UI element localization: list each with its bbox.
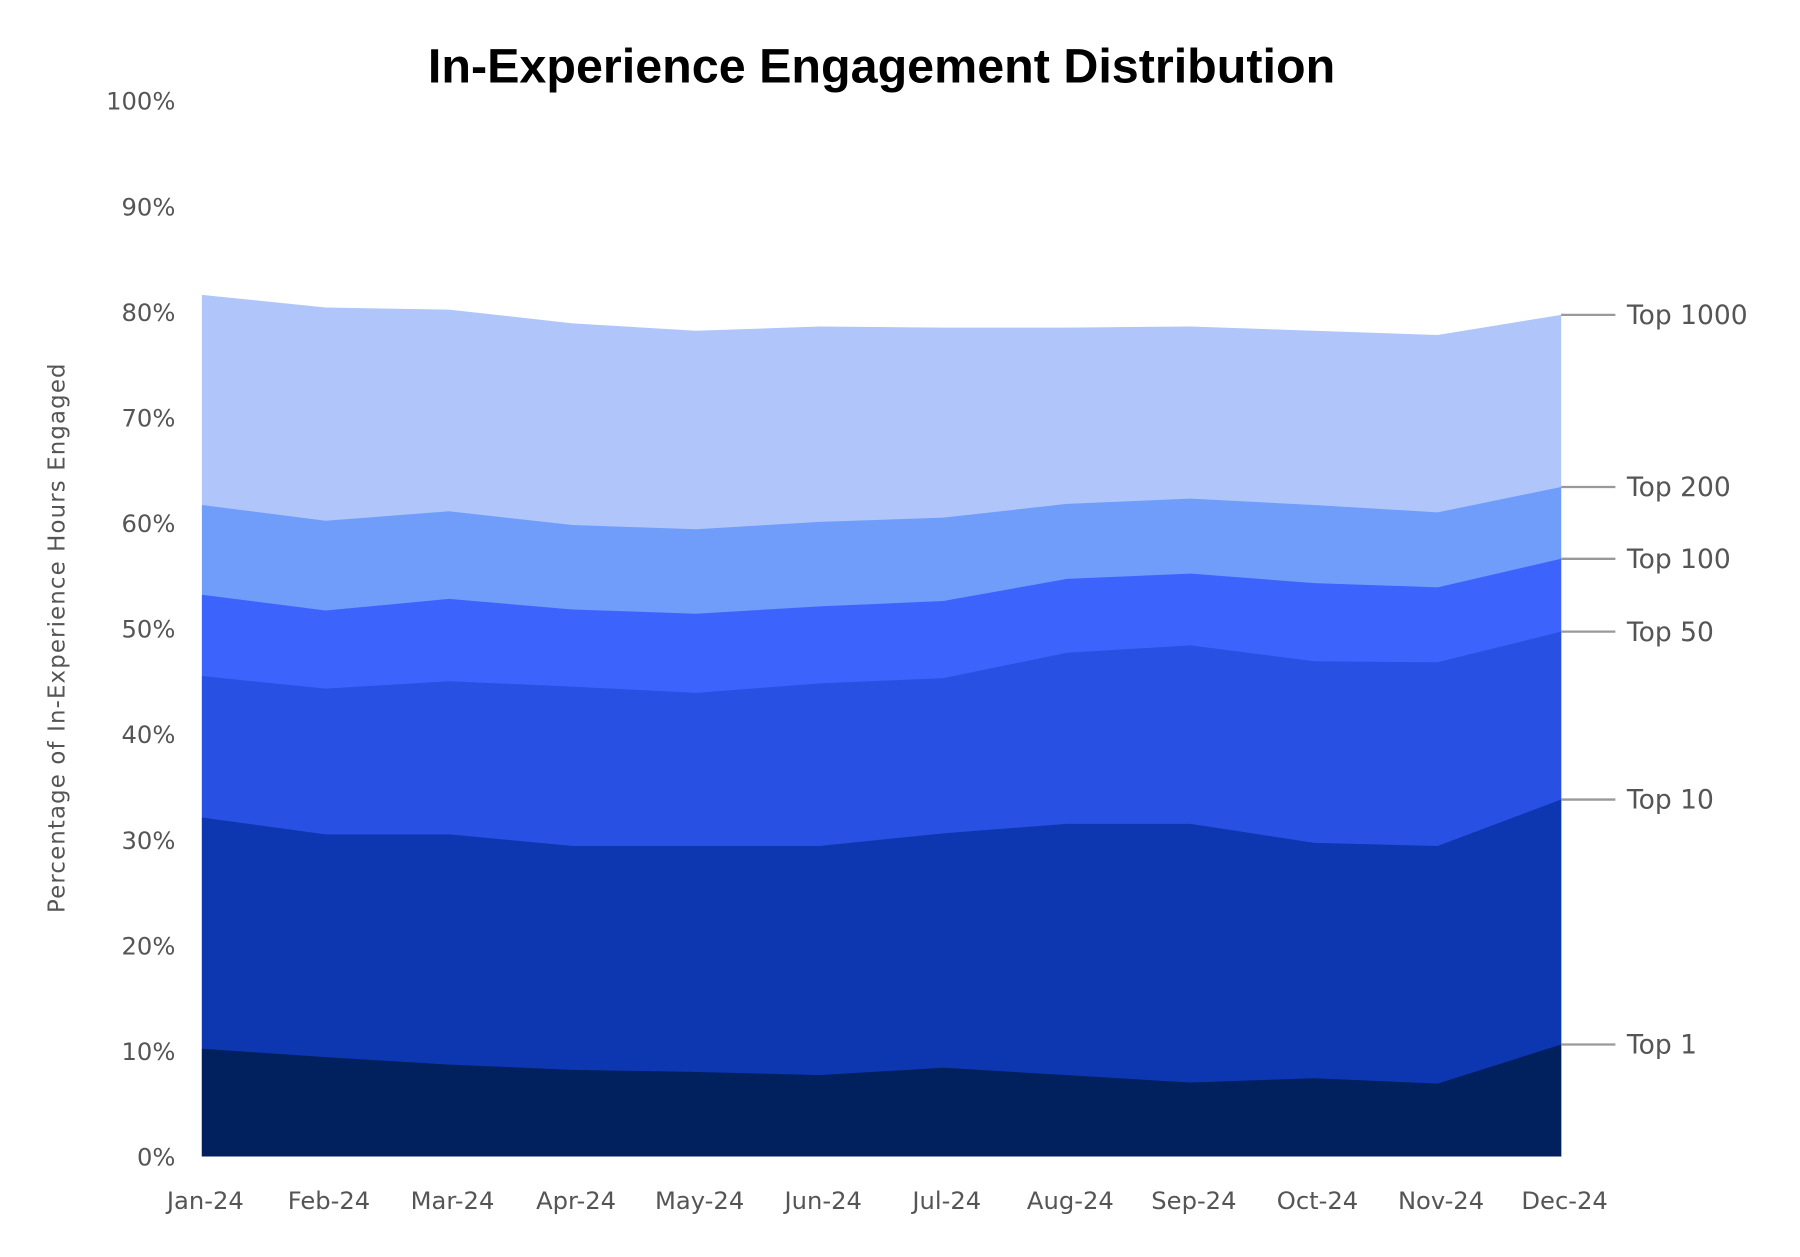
x-tick-label: Sep-24	[1151, 1187, 1236, 1215]
y-tick-label: 50%	[122, 616, 176, 644]
x-tick-label: Apr-24	[536, 1187, 616, 1215]
x-ticks: Jan-24 Feb-24 Mar-24 Apr-24 May-24 Jun-24 Jul-…	[165, 1187, 1608, 1215]
series-label: Top 10	[1626, 785, 1714, 816]
x-tick-label: Jun-24	[782, 1187, 861, 1215]
series-label: Top 200	[1626, 472, 1731, 503]
x-tick-label: Feb-24	[288, 1187, 370, 1215]
y-tick-label: 60%	[122, 510, 176, 538]
x-tick-label: May-24	[655, 1187, 744, 1215]
series-label: Top 100	[1626, 544, 1731, 575]
x-tick-label: Oct-24	[1277, 1187, 1358, 1215]
y-tick-label: 40%	[122, 721, 176, 749]
y-tick-label: 80%	[122, 299, 176, 327]
y-ticks: 0% 10% 20% 30% 40% 50% 60% 70% 80% 90% 100%	[106, 88, 175, 1172]
area-top-10	[201, 799, 1562, 1157]
y-tick-label: 30%	[122, 827, 176, 855]
y-axis-label: Percentage of In-Experience Hours Engage…	[45, 362, 71, 913]
x-tick-label: Mar-24	[411, 1187, 495, 1215]
y-tick-label: 20%	[122, 933, 176, 961]
y-tick-label: 70%	[122, 405, 176, 433]
x-tick-label: Jul-24	[910, 1187, 981, 1215]
chart-title: In-Experience Engagement Distribution	[428, 39, 1335, 93]
series-label: Top 50	[1626, 617, 1714, 648]
area-top-1	[201, 1044, 1562, 1157]
areas	[201, 294, 1562, 1157]
series-labels: Top 1000 Top 200 Top 100 Top 50 Top 10 Top 1	[1561, 300, 1748, 1061]
x-tick-label: Jan-24	[165, 1187, 244, 1215]
x-tick-label: Aug-24	[1027, 1187, 1114, 1215]
series-label: Top 1	[1626, 1030, 1697, 1061]
y-tick-label: 90%	[122, 193, 176, 221]
series-label: Top 1000	[1626, 300, 1748, 331]
y-tick-label: 10%	[122, 1038, 176, 1066]
y-tick-label: 100%	[106, 88, 175, 116]
x-tick-label: Nov-24	[1398, 1187, 1484, 1215]
y-tick-label: 0%	[137, 1144, 175, 1172]
x-tick-label: Dec-24	[1521, 1187, 1607, 1215]
